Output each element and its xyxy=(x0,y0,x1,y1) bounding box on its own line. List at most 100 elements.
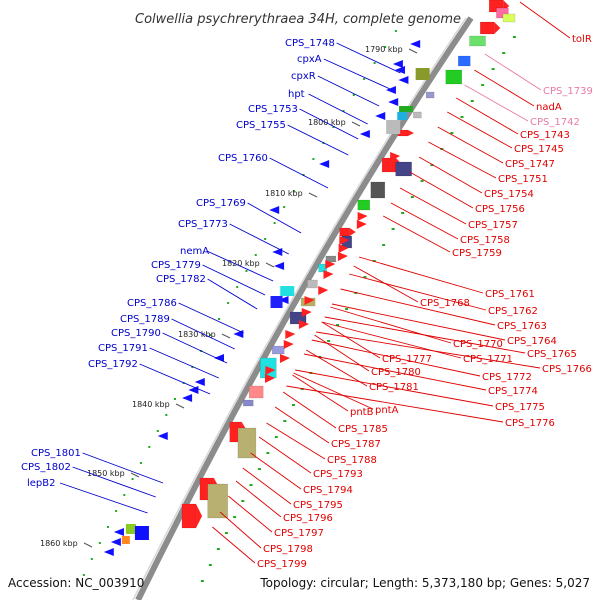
gene-block xyxy=(325,255,337,263)
right-gene-label: CPS_1793 xyxy=(313,469,363,480)
gene-block xyxy=(502,13,516,23)
tick-dot-right xyxy=(391,228,395,230)
gene-block xyxy=(134,526,149,540)
left-label-lines xyxy=(59,42,401,514)
gene-arrow-reverse xyxy=(274,262,285,270)
left-gene-label: CPS_1773 xyxy=(178,219,228,230)
tick-dot-left xyxy=(363,78,366,80)
gene-arrow-reverse xyxy=(388,98,399,106)
left-gene-label: CPS_1792 xyxy=(88,359,138,370)
left-gene-label: CPS_1753 xyxy=(248,104,298,115)
left-gene-labels: CPS_1748 cpxA cpxR hpt CPS_1753 CPS_1755 CPS_1… xyxy=(21,38,335,489)
tick-dot-left xyxy=(394,30,397,32)
right-gene-label: CPS_1765 xyxy=(527,349,577,360)
gene-features xyxy=(103,0,516,556)
tick-dot-left xyxy=(90,558,93,560)
tick-dot-left xyxy=(312,158,315,160)
gene-block xyxy=(271,345,285,355)
gene-block xyxy=(381,157,397,173)
tick-dot-left xyxy=(148,446,151,448)
tick-dot-left xyxy=(165,414,168,416)
right-gene-label: CPS_1745 xyxy=(514,144,564,155)
tick-dot-right xyxy=(327,340,331,342)
tick-dot-left xyxy=(236,286,239,288)
gene-arrow-reverse xyxy=(398,76,409,84)
kbp-label: 1830 kbp xyxy=(178,330,216,339)
gene-arrow-forward xyxy=(264,374,275,383)
tick-dot-left xyxy=(131,478,134,480)
left-gene-label: CPS_1748 xyxy=(285,38,335,49)
tick-dot-right xyxy=(241,500,245,502)
gene-arrow-reverse xyxy=(385,86,396,94)
right-gene-label: CPS_1757 xyxy=(468,220,518,231)
tick-dot-right xyxy=(420,180,424,182)
right-gene-label: CPS_1762 xyxy=(488,306,538,317)
tick-dot-right xyxy=(382,244,386,246)
gene-block xyxy=(479,21,495,35)
gene-block xyxy=(270,296,283,308)
tick-dot-right xyxy=(216,548,220,550)
kbp-label: 1810 kbp xyxy=(265,189,303,198)
left-gene-label: CPS_1791 xyxy=(98,343,148,354)
gene-block xyxy=(425,91,435,99)
right-gene-labels: tolR CPS_1739 nadA CPS_1742 CPS_1743 CPS_1745… xyxy=(257,34,593,570)
gene-block xyxy=(395,161,412,177)
kbp-tick-dots xyxy=(82,30,516,582)
tick-dot-left xyxy=(218,318,221,320)
tick-dot-left xyxy=(139,462,142,464)
right-gene-label: tolR xyxy=(572,34,592,45)
right-gene-label: CPS_1780 xyxy=(371,367,421,378)
gene-arrow-reverse xyxy=(194,378,205,386)
gene-block xyxy=(458,55,471,67)
right-gene-label: CPS_1771 xyxy=(463,354,513,365)
gene-arrow-forward xyxy=(356,220,367,229)
genome-title: Colwellia psychrerythraea 34H, complete … xyxy=(135,12,461,27)
right-gene-label: CPS_1766 xyxy=(542,364,592,375)
tick-dot-left xyxy=(245,270,248,272)
right-gene-label: CPS_1795 xyxy=(293,500,343,511)
right-gene-label: CPS_1739 xyxy=(543,86,593,97)
tick-dot-right xyxy=(450,132,454,134)
left-gene-label: cpxR xyxy=(291,71,316,82)
tick-dot-right xyxy=(481,84,485,86)
gene-arrow-reverse xyxy=(278,296,289,304)
tick-dot-left xyxy=(209,334,212,336)
gene-arrow-forward xyxy=(304,296,315,305)
right-gene-label: CPS_1751 xyxy=(498,174,548,185)
genome-summary-text: Topology: circular; Length: 5,373,180 bp… xyxy=(259,576,590,590)
tick-dot-left xyxy=(373,62,376,64)
gene-arrow-forward xyxy=(390,152,401,161)
tick-dot-right xyxy=(266,452,270,454)
right-gene-label: CPS_1754 xyxy=(484,189,534,200)
right-gene-label: nadA xyxy=(536,102,562,113)
gene-block xyxy=(207,483,228,519)
gene-arrow-forward xyxy=(285,330,296,339)
left-gene-label: lepB2 xyxy=(27,478,56,489)
tick-dot-right xyxy=(291,404,295,406)
tick-dot-left xyxy=(123,494,126,496)
right-gene-label: CPS_1799 xyxy=(257,559,307,570)
right-gene-label: CPS_1772 xyxy=(482,372,532,383)
right-gene-label: CPS_1776 xyxy=(505,418,555,429)
tick-dot-left xyxy=(156,430,159,432)
tick-dot-right xyxy=(491,68,495,70)
gene-block xyxy=(357,199,371,211)
tick-dot-right xyxy=(200,580,204,582)
right-gene-label: CPS_1798 xyxy=(263,544,313,555)
gene-arrow-reverse xyxy=(113,528,124,536)
right-gene-label: CPS_1761 xyxy=(485,289,535,300)
right-gene-label: CPS_1742 xyxy=(530,117,580,128)
kbp-label: 1790 kbp xyxy=(365,45,403,54)
right-gene-label: CPS_1756 xyxy=(475,204,525,215)
tick-dot-right xyxy=(233,516,237,518)
right-gene-label: CPS_1781 xyxy=(369,382,419,393)
gene-arrow-forward xyxy=(357,212,368,221)
gene-arrow-reverse xyxy=(375,112,386,120)
right-gene-label: CPS_1796 xyxy=(283,513,333,524)
gene-block xyxy=(125,524,136,534)
accession-text: Accession: NC_003910 xyxy=(8,576,144,590)
right-gene-label: CPS_1774 xyxy=(488,386,538,397)
gene-arrow-forward xyxy=(339,236,350,245)
left-gene-label: CPS_1779 xyxy=(151,260,201,271)
